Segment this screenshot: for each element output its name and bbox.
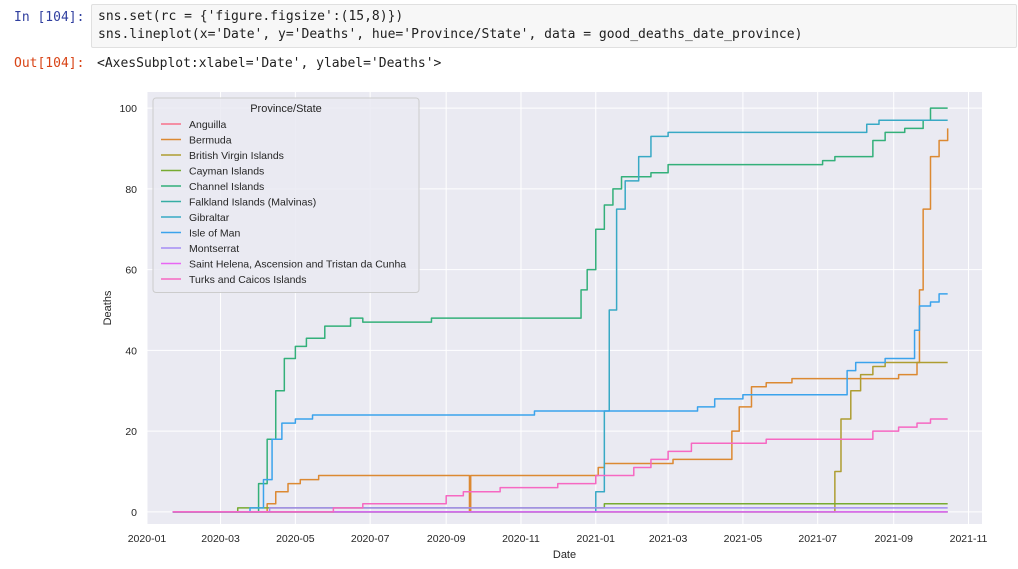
legend-box: [152, 97, 420, 293]
series-line-channel-islands: [172, 107, 948, 513]
x-tick-label: 2020-05: [276, 533, 315, 545]
code-editor[interactable]: sns.set(rc = {'figure.figsize':(15,8)}) …: [91, 4, 1017, 48]
line-chart: 2020-01 2020-03 2020-05 2020-07 2020-09 2020-…: [95, 88, 995, 563]
x-tick-label: 2021-01: [576, 533, 615, 545]
x-tick-label: 2020-03: [201, 533, 240, 545]
y-tick-label: 20: [125, 426, 137, 438]
x-tick-label: 2021-05: [724, 533, 763, 545]
legend-label: Gibraltar: [189, 212, 230, 224]
legend-label: Turks and Caicos Islands: [189, 274, 307, 286]
legend-label: Saint Helena, Ascension and Tristan da C…: [189, 259, 406, 271]
legend-label: Channel Islands: [189, 181, 264, 193]
code-line-1[interactable]: sns.set(rc = {'figure.figsize':(15,8)}): [98, 9, 404, 24]
y-axis-label: Deaths: [102, 290, 114, 325]
legend-label: Isle of Man: [189, 228, 241, 240]
x-tick-label: 2021-09: [874, 533, 913, 545]
y-tick-label: 0: [131, 507, 137, 519]
legend-label: Montserrat: [189, 243, 239, 255]
series-line-british-virgin-islands: [172, 361, 948, 513]
x-tick-label: 2020-09: [427, 533, 466, 545]
legend-label: Anguilla: [189, 119, 227, 131]
legend-label: Bermuda: [189, 135, 232, 147]
output-text: <AxesSubplot:xlabel='Date', ylabel='Deat…: [97, 56, 442, 71]
legend-label: Falkland Islands (Malvinas): [189, 197, 316, 209]
series-line-isle-of-man: [172, 293, 948, 513]
x-tick-label: 2020-07: [351, 533, 390, 545]
x-tick-label: 2020-11: [502, 533, 540, 545]
series-line-gibraltar: [172, 119, 948, 513]
series-line-turks-and-caicos-islands: [172, 418, 948, 513]
chart-svg: 2020-01 2020-03 2020-05 2020-07 2020-09 2020-…: [102, 92, 988, 561]
y-tick-label: 80: [125, 184, 137, 196]
x-axis-label: Date: [553, 549, 576, 561]
y-tick-label: 60: [125, 265, 137, 277]
y-tick-label: 100: [119, 103, 137, 115]
x-tick-label: 2021-07: [798, 533, 837, 545]
legend-title: Province/State: [250, 103, 322, 115]
input-prompt: In [104]:: [14, 10, 85, 25]
x-tick-label: 2021-03: [649, 533, 688, 545]
y-tick-label: 40: [125, 345, 137, 357]
output-prompt: Out[104]:: [14, 56, 85, 71]
legend-label: British Virgin Islands: [189, 150, 284, 162]
x-tick-label: 2020-01: [128, 533, 167, 545]
legend-label: Cayman Islands: [189, 166, 264, 178]
x-tick-label: 2021-11: [950, 533, 988, 545]
code-line-2[interactable]: sns.lineplot(x='Date', y='Deaths', hue='…: [98, 27, 803, 42]
